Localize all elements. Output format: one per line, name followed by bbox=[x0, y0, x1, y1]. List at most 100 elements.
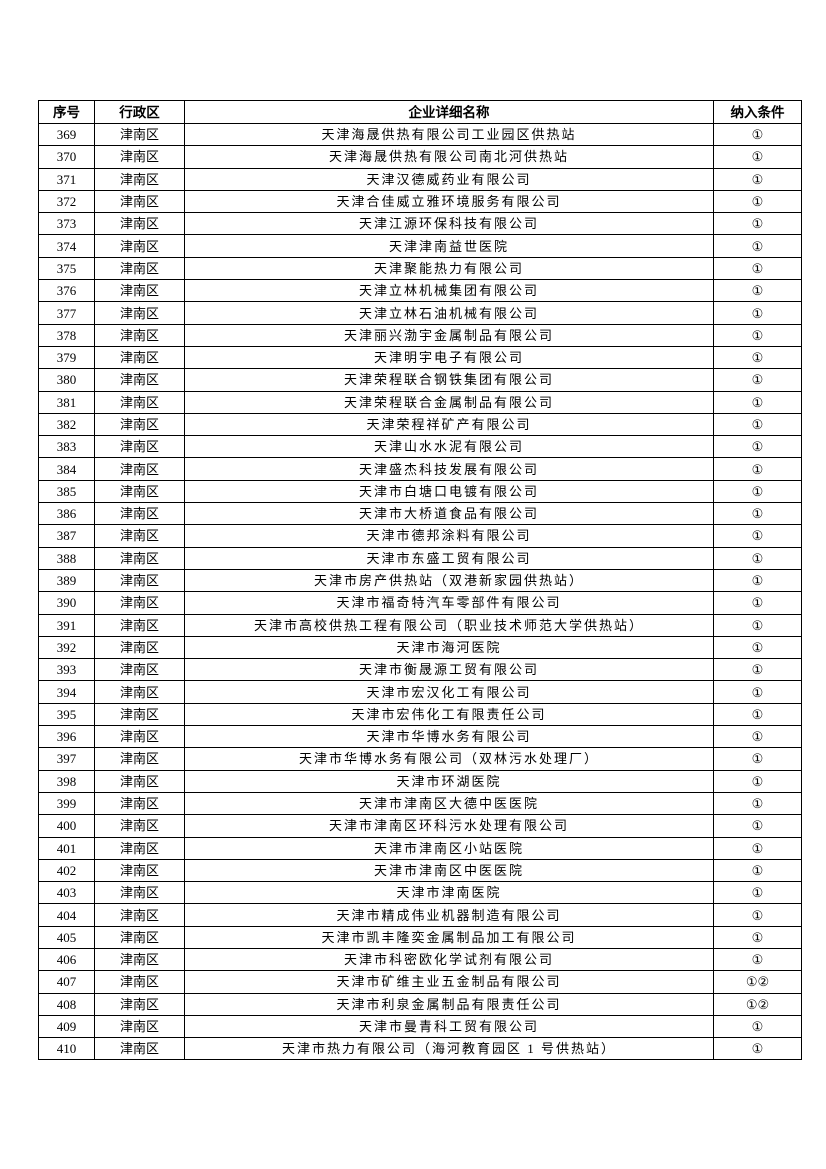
row-district: 津南区 bbox=[94, 568, 185, 593]
row-condition: ① bbox=[713, 1037, 802, 1061]
row-company-name: 天津明宇电子有限公司 bbox=[184, 345, 714, 370]
row-index: 384 bbox=[38, 457, 95, 481]
row-company-name: 天津江源环保科技有限公司 bbox=[184, 212, 714, 236]
row-condition: ①② bbox=[713, 992, 802, 1016]
row-condition: ① bbox=[713, 323, 802, 347]
row-company-name: 天津立林石油机械有限公司 bbox=[184, 301, 714, 325]
table-row: 383 津南区 天津山水水泥有限公司 ① bbox=[38, 435, 802, 459]
row-condition: ①② bbox=[713, 970, 802, 994]
row-index: 409 bbox=[38, 1014, 95, 1039]
table-row: 398 津南区 天津市环湖医院 ① bbox=[38, 769, 802, 793]
row-company-name: 天津市华博水务有限公司 bbox=[184, 725, 714, 749]
row-index: 395 bbox=[38, 702, 95, 727]
row-condition: ① bbox=[713, 412, 802, 437]
row-company-name: 天津海晟供热有限公司南北河供热站 bbox=[184, 145, 714, 169]
row-index: 396 bbox=[38, 725, 95, 749]
row-condition: ① bbox=[713, 791, 802, 816]
table-row: 391 津南区 天津市高校供热工程有限公司（职业技术师范大学供热站） ① bbox=[38, 613, 802, 637]
row-district: 津南区 bbox=[94, 234, 185, 258]
row-company-name: 天津市宏伟化工有限责任公司 bbox=[184, 702, 714, 727]
row-index: 377 bbox=[38, 301, 95, 325]
row-index: 391 bbox=[38, 613, 95, 637]
row-index: 371 bbox=[38, 167, 95, 191]
row-company-name: 天津市凯丰隆奕金属制品加工有限公司 bbox=[184, 925, 714, 949]
row-index: 389 bbox=[38, 568, 95, 593]
row-district: 津南区 bbox=[94, 435, 185, 459]
row-district: 津南区 bbox=[94, 368, 185, 392]
row-district: 津南区 bbox=[94, 345, 185, 370]
row-index: 383 bbox=[38, 435, 95, 459]
row-index: 379 bbox=[38, 345, 95, 370]
row-company-name: 天津市东盛工贸有限公司 bbox=[184, 546, 714, 570]
table-row: 401 津南区 天津市津南区小站医院 ① bbox=[38, 836, 802, 860]
row-index: 392 bbox=[38, 635, 95, 660]
row-district: 津南区 bbox=[94, 747, 185, 771]
table-row: 374 津南区 天津津南益世医院 ① bbox=[38, 234, 802, 258]
row-company-name: 天津市大桥道食品有限公司 bbox=[184, 502, 714, 526]
row-index: 404 bbox=[38, 903, 95, 927]
row-district: 津南区 bbox=[94, 189, 185, 214]
row-district: 津南区 bbox=[94, 836, 185, 860]
table-row: 378 津南区 天津丽兴渤宇金属制品有限公司 ① bbox=[38, 323, 802, 347]
row-company-name: 天津荣程联合金属制品有限公司 bbox=[184, 390, 714, 414]
row-district: 津南区 bbox=[94, 680, 185, 704]
header-index: 序号 bbox=[38, 100, 95, 124]
row-company-name: 天津市曼青科工贸有限公司 bbox=[184, 1014, 714, 1039]
table-row: 390 津南区 天津市福奇特汽车零部件有限公司 ① bbox=[38, 591, 802, 615]
table-row: 376 津南区 天津立林机械集团有限公司 ① bbox=[38, 279, 802, 303]
row-condition: ① bbox=[713, 1014, 802, 1039]
row-index: 408 bbox=[38, 992, 95, 1016]
row-index: 388 bbox=[38, 546, 95, 570]
row-district: 津南区 bbox=[94, 145, 185, 169]
header-row: 序号 行政区 企业详细名称 纳入条件 bbox=[38, 100, 802, 124]
row-index: 410 bbox=[38, 1037, 95, 1061]
row-index: 370 bbox=[38, 145, 95, 169]
table-row: 372 津南区 天津合佳威立雅环境服务有限公司 ① bbox=[38, 189, 802, 214]
table-row: 389 津南区 天津市房产供热站（双港新家园供热站） ① bbox=[38, 568, 802, 593]
row-district: 津南区 bbox=[94, 524, 185, 548]
row-index: 403 bbox=[38, 881, 95, 905]
row-company-name: 天津汉德威药业有限公司 bbox=[184, 167, 714, 191]
row-district: 津南区 bbox=[94, 502, 185, 526]
row-condition: ① bbox=[713, 457, 802, 481]
row-condition: ① bbox=[713, 635, 802, 660]
row-condition: ① bbox=[713, 747, 802, 771]
row-company-name: 天津市高校供热工程有限公司（职业技术师范大学供热站） bbox=[184, 613, 714, 637]
table-row: 392 津南区 天津市海河医院 ① bbox=[38, 635, 802, 660]
row-company-name: 天津聚能热力有限公司 bbox=[184, 256, 714, 281]
row-index: 369 bbox=[38, 122, 95, 147]
row-index: 405 bbox=[38, 925, 95, 949]
enterprise-table: 序号 行政区 企业详细名称 纳入条件 369 津南区 天津海晟供热有限公司工业园区供… bbox=[38, 100, 802, 1061]
row-index: 400 bbox=[38, 814, 95, 838]
row-company-name: 天津市福奇特汽车零部件有限公司 bbox=[184, 591, 714, 615]
row-district: 津南区 bbox=[94, 546, 185, 570]
row-condition: ① bbox=[713, 234, 802, 258]
table-row: 379 津南区 天津明宇电子有限公司 ① bbox=[38, 345, 802, 370]
row-company-name: 天津市津南区小站医院 bbox=[184, 836, 714, 860]
row-company-name: 天津市津南区大德中医医院 bbox=[184, 791, 714, 816]
table-row: 380 津南区 天津荣程联合钢铁集团有限公司 ① bbox=[38, 368, 802, 392]
table-row: 410 津南区 天津市热力有限公司（海河教育园区 1 号供热站） ① bbox=[38, 1037, 802, 1061]
row-condition: ① bbox=[713, 167, 802, 191]
row-index: 401 bbox=[38, 836, 95, 860]
row-index: 378 bbox=[38, 323, 95, 347]
row-district: 津南区 bbox=[94, 791, 185, 816]
table-row: 387 津南区 天津市德邦涂料有限公司 ① bbox=[38, 524, 802, 548]
row-condition: ① bbox=[713, 390, 802, 414]
row-company-name: 天津市白塘口电镀有限公司 bbox=[184, 479, 714, 504]
row-condition: ① bbox=[713, 568, 802, 593]
row-district: 津南区 bbox=[94, 122, 185, 147]
row-condition: ① bbox=[713, 925, 802, 949]
row-condition: ① bbox=[713, 502, 802, 526]
row-company-name: 天津市津南医院 bbox=[184, 881, 714, 905]
row-condition: ① bbox=[713, 836, 802, 860]
table-row: 394 津南区 天津市宏汉化工有限公司 ① bbox=[38, 680, 802, 704]
row-condition: ① bbox=[713, 591, 802, 615]
row-condition: ① bbox=[713, 524, 802, 548]
row-company-name: 天津市矿维主业五金制品有限公司 bbox=[184, 970, 714, 994]
row-district: 津南区 bbox=[94, 635, 185, 660]
row-index: 381 bbox=[38, 390, 95, 414]
row-condition: ① bbox=[713, 769, 802, 793]
table-row: 382 津南区 天津荣程祥矿产有限公司 ① bbox=[38, 412, 802, 437]
row-district: 津南区 bbox=[94, 947, 185, 972]
